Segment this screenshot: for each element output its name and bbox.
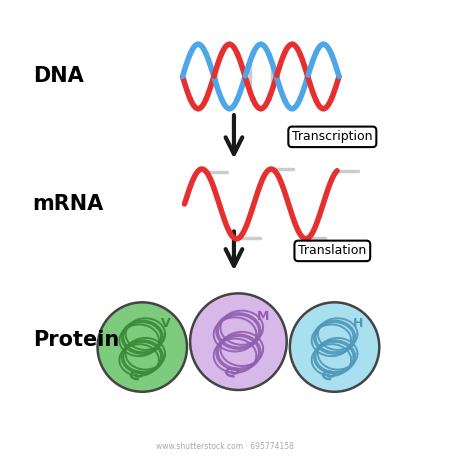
Text: Translation: Translation <box>298 244 366 257</box>
Text: www.shutterstock.com · 695774158: www.shutterstock.com · 695774158 <box>156 442 294 451</box>
Text: DNA: DNA <box>33 67 83 87</box>
Text: Transcription: Transcription <box>292 130 373 144</box>
Text: V: V <box>161 317 171 330</box>
Circle shape <box>190 294 287 390</box>
Text: mRNA: mRNA <box>33 194 104 214</box>
Circle shape <box>290 302 379 392</box>
Text: Protein: Protein <box>33 330 119 350</box>
Text: M: M <box>257 310 270 323</box>
Text: H: H <box>353 317 363 330</box>
Circle shape <box>98 302 187 392</box>
